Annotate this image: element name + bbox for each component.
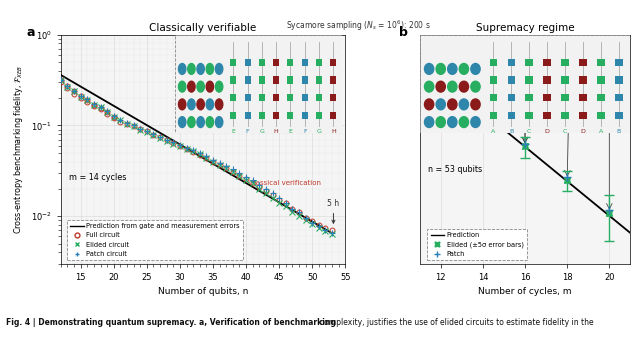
Text: b: b xyxy=(399,26,408,39)
Text: 4 yr: 4 yr xyxy=(481,84,493,90)
Text: 5 h: 5 h xyxy=(328,199,339,223)
Text: 1 week: 1 week xyxy=(442,59,465,65)
Text: 100 yr: 100 yr xyxy=(554,80,576,86)
Text: Fig. 4 | Demonstrating quantum supremacy. a, Verification of benchmarking: Fig. 4 | Demonstrating quantum supremacy… xyxy=(6,318,336,327)
Text: n = 53 qubits: n = 53 qubits xyxy=(428,165,482,174)
Text: 10,000 yr: 10,000 yr xyxy=(593,84,625,90)
Text: 2 h: 2 h xyxy=(442,46,452,52)
Text: 2 weeks: 2 weeks xyxy=(465,46,492,52)
X-axis label: Number of qubits, n: Number of qubits, n xyxy=(158,287,248,296)
Text: complexity, justifies the use of elided circuits to estimate fidelity in the: complexity, justifies the use of elided … xyxy=(320,318,594,327)
Text: 4 yr: 4 yr xyxy=(511,65,524,71)
Text: Classical sampling at $\mathcal{F}_{Sycamore}$: Classical sampling at $\mathcal{F}_{Syca… xyxy=(468,38,564,48)
Text: 600 yr: 600 yr xyxy=(511,105,533,111)
Legend: Prediction from gate and measurement errors, Full circuit, Elided circuit, Patch: Prediction from gate and measurement err… xyxy=(67,220,243,260)
Text: Sycamore sampling ($N_s$ = 10$^6$): 200 s: Sycamore sampling ($N_s$ = 10$^6$): 200 … xyxy=(286,19,431,33)
X-axis label: Number of cycles, m: Number of cycles, m xyxy=(478,287,572,296)
Y-axis label: Cross-entropy benchmarking fidelity, $\mathcal{F}_{XEB}$: Cross-entropy benchmarking fidelity, $\m… xyxy=(12,65,26,234)
Text: a: a xyxy=(27,26,35,39)
Legend: Prediction, Elided (±5σ error bars), Patch: Prediction, Elided (±5σ error bars), Pat… xyxy=(427,229,527,260)
Title: Supremacy regime: Supremacy regime xyxy=(476,23,574,33)
Text: m = 14 cycles: m = 14 cycles xyxy=(69,173,127,182)
Text: Classical verification: Classical verification xyxy=(250,180,321,186)
Title: Classically verifiable: Classically verifiable xyxy=(150,23,257,33)
